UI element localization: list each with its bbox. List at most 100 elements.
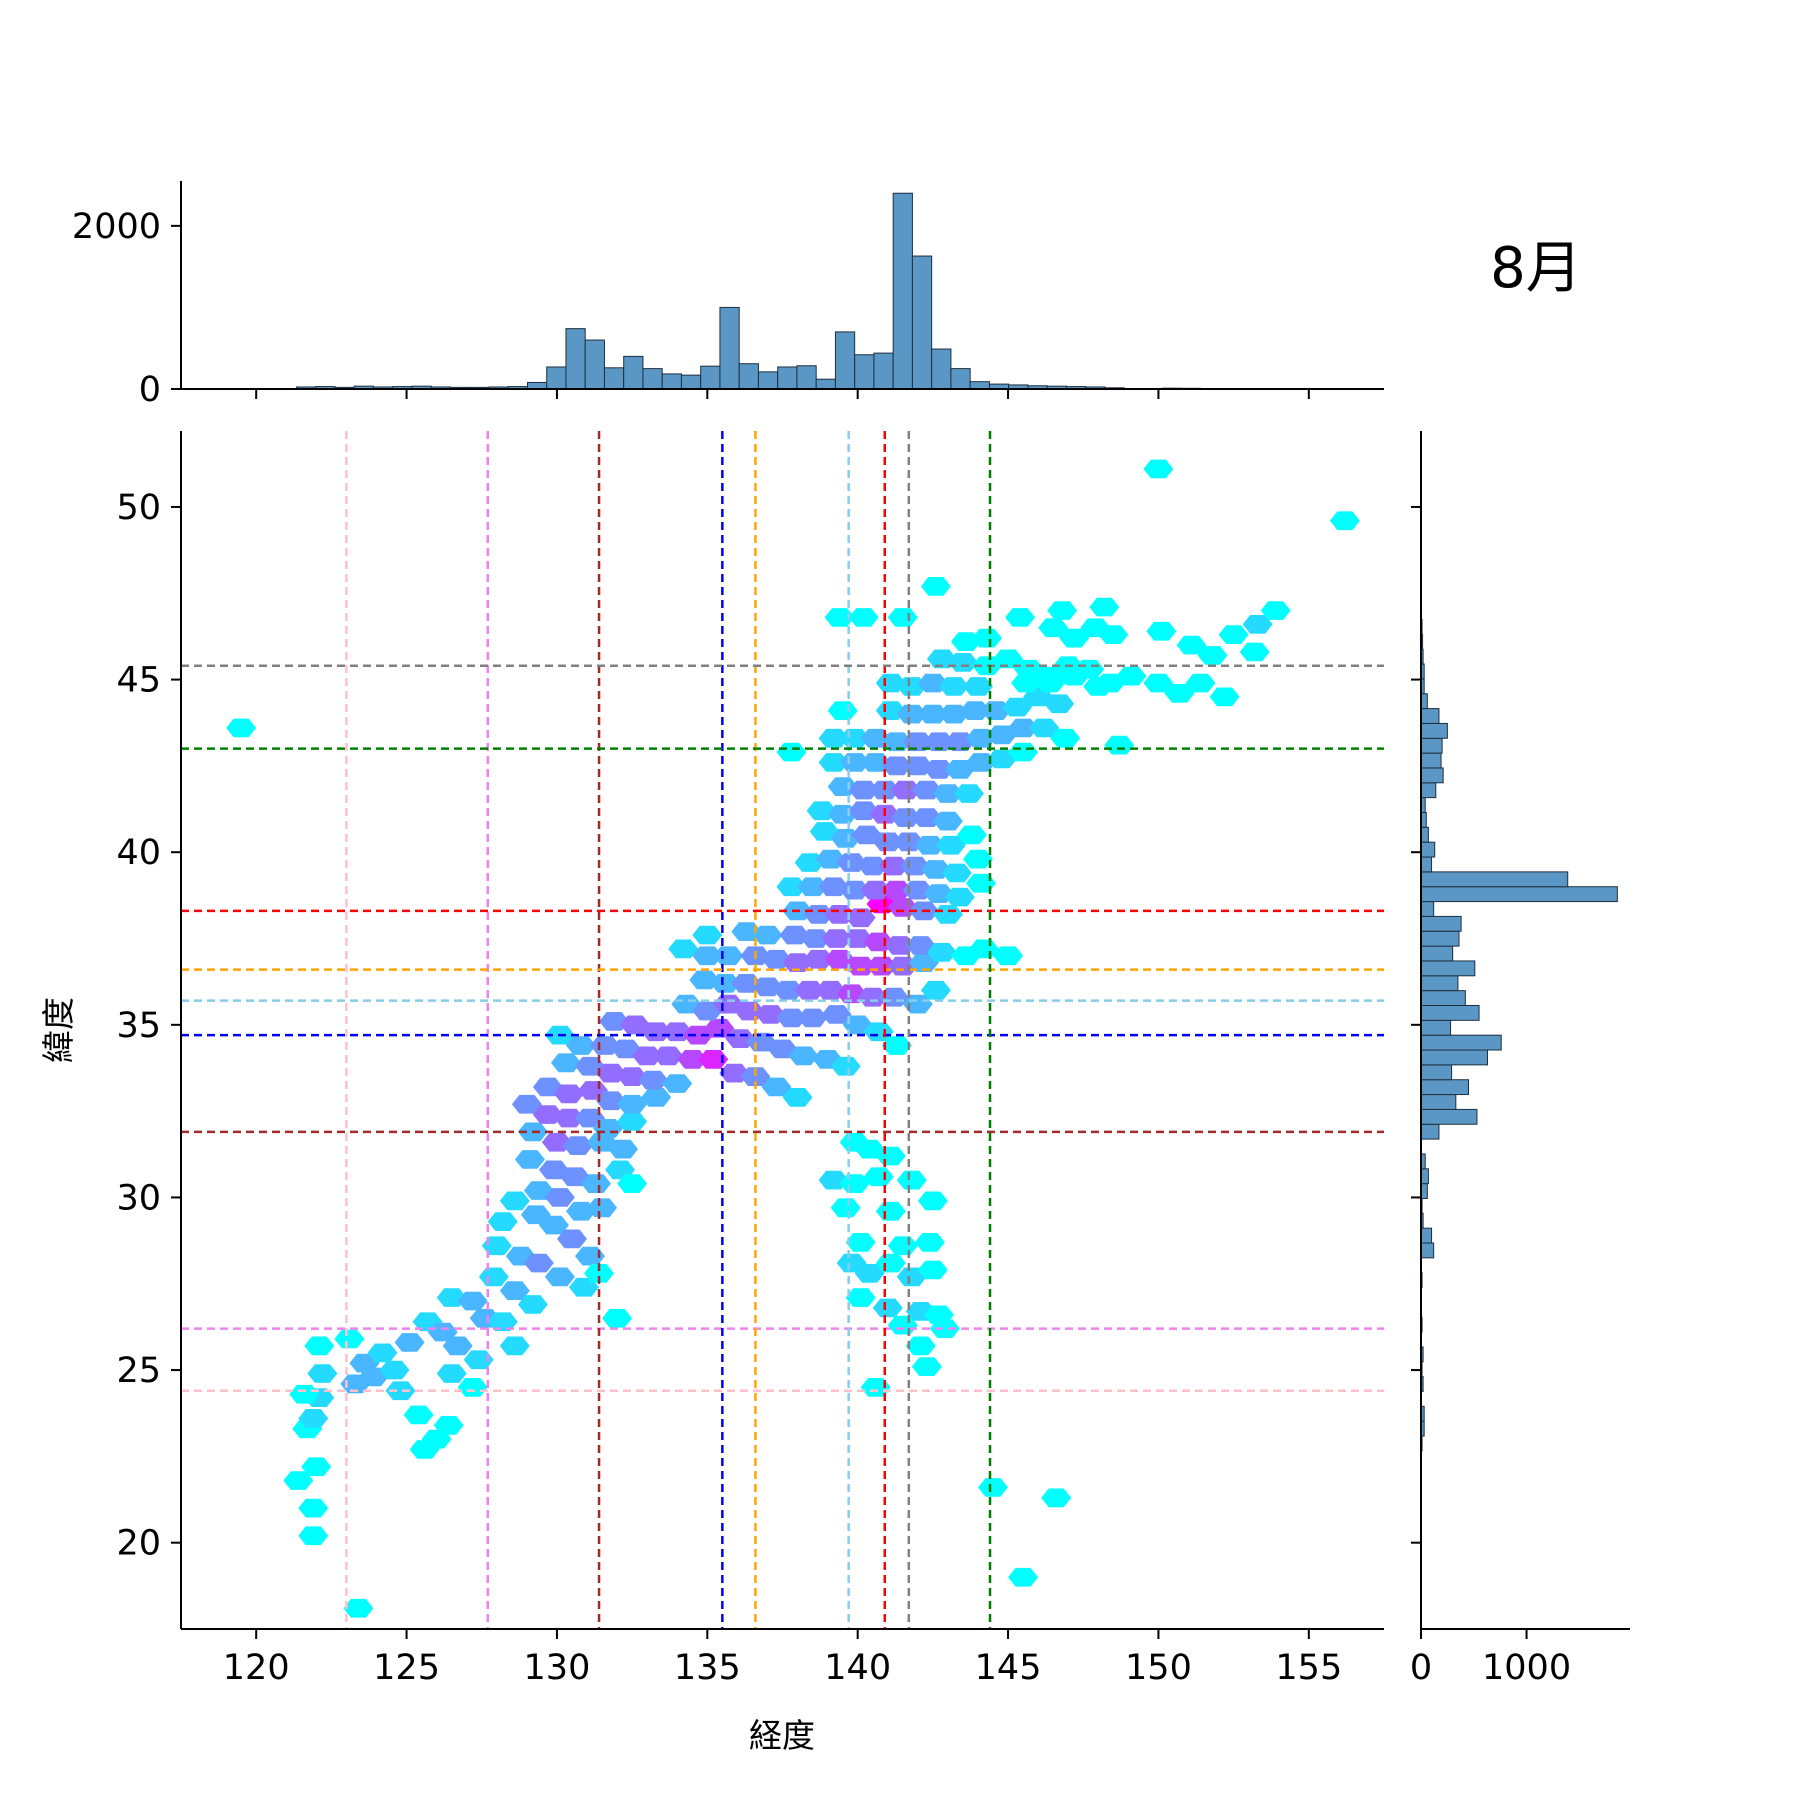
y-tick-label: 25 xyxy=(116,1351,161,1391)
hexbin-cell xyxy=(500,1337,530,1356)
right-histogram-bar xyxy=(1421,738,1442,753)
right-histogram-bar xyxy=(1421,1228,1432,1243)
hexbin-cell xyxy=(1219,625,1249,644)
right-histogram-bar xyxy=(1421,1095,1456,1110)
right-histogram-bar xyxy=(1421,1080,1469,1095)
right-histogram-bar xyxy=(1421,768,1443,783)
top-hist-y-tick-label: 2000 xyxy=(72,207,161,247)
hexbin-layer xyxy=(226,460,1360,1618)
y-tick-label: 20 xyxy=(116,1524,161,1564)
reference-lines xyxy=(181,431,1384,1629)
hexbin-cell xyxy=(888,608,918,627)
top-histogram-bar xyxy=(547,367,566,389)
right-histogram-bar xyxy=(1421,723,1447,738)
right-histogram-bar xyxy=(1421,1020,1451,1035)
hexbin-cell xyxy=(437,1364,467,1383)
top-histogram-bar xyxy=(778,367,797,389)
hexbin-cell xyxy=(978,1478,1008,1497)
x-axis-label: 経度 xyxy=(749,1716,815,1755)
hexbin-cell xyxy=(1104,736,1134,755)
hexbin-cell xyxy=(906,1337,936,1356)
hexbin-cell xyxy=(1143,460,1173,479)
hexbin-cell xyxy=(1047,601,1077,620)
right-histogram-bar xyxy=(1421,1124,1439,1139)
x-tick-label: 145 xyxy=(975,1648,1042,1688)
right-histogram-bar xyxy=(1421,931,1459,946)
hexbin-cell xyxy=(464,1350,494,1369)
hexbin-cell xyxy=(897,1171,927,1190)
right-histogram-bar xyxy=(1421,902,1434,917)
hexbin-cell xyxy=(1008,1568,1038,1587)
top-histogram-bar xyxy=(701,366,720,389)
right-histogram-bar xyxy=(1421,709,1439,724)
hexbin-cell xyxy=(1146,622,1176,641)
right-histogram-bar xyxy=(1421,827,1428,842)
hexbin-cell xyxy=(831,1198,861,1217)
hexbin-cell xyxy=(298,1499,328,1518)
top-histogram-bar xyxy=(874,353,893,389)
right-histogram-bar xyxy=(1421,916,1461,931)
right-histogram-bar xyxy=(1421,946,1453,961)
hexbin-cell xyxy=(912,1357,942,1376)
hexbin-cell xyxy=(798,1009,828,1028)
right-histogram-bar xyxy=(1421,961,1475,976)
hexbin-cell xyxy=(545,1268,575,1287)
hexbin-cell xyxy=(395,1333,425,1352)
hexbin-cell xyxy=(933,905,963,924)
top-histogram-bar xyxy=(797,366,816,389)
hexbin-cell xyxy=(713,946,743,965)
hexbin-cell xyxy=(963,677,993,696)
top-histogram-bar xyxy=(855,355,874,389)
hexbin-cell xyxy=(226,719,256,738)
hexbin-cell xyxy=(500,1192,530,1211)
top-histogram-bar xyxy=(720,307,739,389)
hexbin-cell xyxy=(307,1364,337,1383)
right-histogram-bar xyxy=(1421,1109,1477,1124)
hexbin-cell xyxy=(861,1378,891,1397)
hexbin-cell xyxy=(575,1247,605,1266)
hexbin-cell xyxy=(849,608,879,627)
right-histogram-bar xyxy=(1421,991,1465,1006)
hexbin-cell xyxy=(1005,608,1035,627)
hexbin-cell xyxy=(343,1599,373,1618)
top-histogram-bar xyxy=(758,372,777,389)
hexbin-cell xyxy=(482,1236,512,1255)
right-histogram-bar xyxy=(1421,1005,1479,1020)
hexbin-cell xyxy=(777,743,807,762)
right-histogram-bar xyxy=(1421,872,1568,887)
top-histogram-bar xyxy=(604,368,623,389)
top-histogram-bar xyxy=(739,364,758,389)
top-histogram-bar xyxy=(893,193,912,389)
top-histogram-bar xyxy=(835,332,854,389)
top-histogram-bar xyxy=(566,329,585,389)
hexbin-cell xyxy=(653,1047,683,1066)
y-axis-label: 緯度 xyxy=(39,997,78,1063)
hexbin-cell xyxy=(915,1233,945,1252)
right-hist-x-tick-label: 0 xyxy=(1410,1648,1432,1688)
hexbin-cell xyxy=(1330,511,1360,530)
right-histogram-bar xyxy=(1421,783,1436,798)
y-tick-label: 30 xyxy=(116,1178,161,1218)
right-histogram-bar xyxy=(1421,1065,1452,1080)
right-histogram-bar xyxy=(1421,857,1432,872)
hexbin-cell xyxy=(458,1378,488,1397)
hexbin-cell xyxy=(1210,688,1240,707)
hexbin-cell xyxy=(479,1268,509,1287)
hexbin-cell xyxy=(966,874,996,893)
right-hist-x-tick-label: 1000 xyxy=(1482,1648,1571,1688)
hexbin-cell xyxy=(876,1202,906,1221)
x-tick-label: 135 xyxy=(674,1648,741,1688)
hexbin-cell xyxy=(692,926,722,945)
x-tick-label: 130 xyxy=(524,1648,591,1688)
top-histogram-bar xyxy=(585,340,604,389)
right-histogram-bar xyxy=(1421,1035,1501,1050)
top-histogram-bar xyxy=(932,349,951,389)
hexbin-cell xyxy=(954,784,984,803)
top-histogram-bar xyxy=(643,369,662,389)
top-histogram-bar xyxy=(624,356,643,389)
y-tick-label: 35 xyxy=(116,1006,161,1046)
hexbin-cell xyxy=(828,701,858,720)
hexbin-cell xyxy=(698,1050,728,1069)
